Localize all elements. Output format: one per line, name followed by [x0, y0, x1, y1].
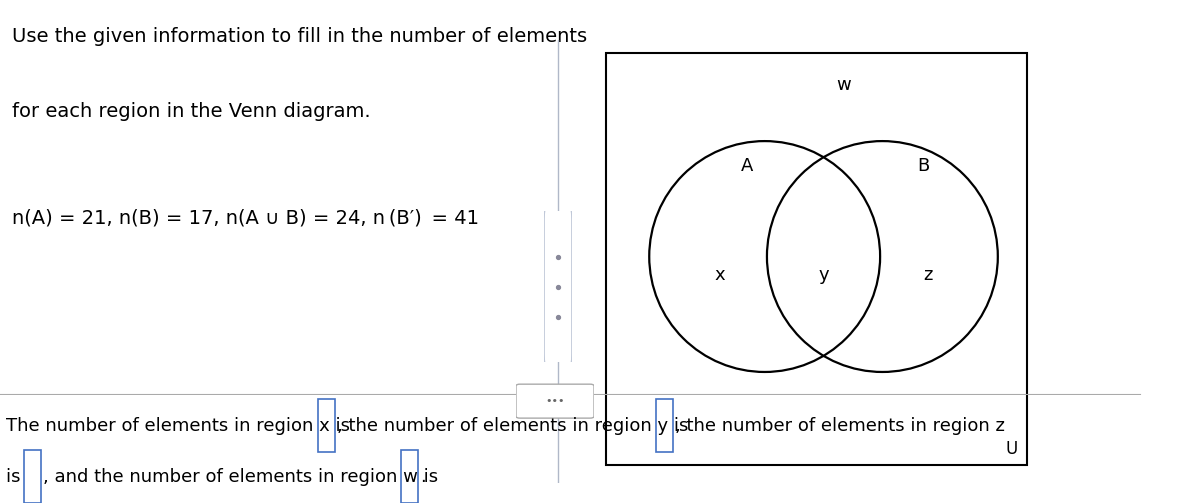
Text: is: is [6, 468, 26, 485]
Text: z: z [923, 266, 932, 284]
Text: .: . [420, 468, 426, 485]
Text: U: U [1006, 440, 1018, 458]
Text: The number of elements in region x is: The number of elements in region x is [6, 417, 355, 435]
FancyBboxPatch shape [544, 207, 572, 367]
Text: , the number of elements in region z: , the number of elements in region z [676, 417, 1006, 435]
Text: •••: ••• [545, 396, 565, 406]
Text: Use the given information to fill in the number of elements: Use the given information to fill in the… [12, 27, 587, 46]
Text: w: w [836, 75, 851, 94]
Text: y: y [818, 266, 829, 284]
Text: n(A) = 21, n(B) = 17, n(A ∪ B) = 24, n (B′) = 41: n(A) = 21, n(B) = 17, n(A ∪ B) = 24, n (… [12, 208, 479, 227]
Text: , and the number of elements in region w is: , and the number of elements in region w… [43, 468, 444, 485]
Text: B: B [917, 157, 929, 175]
Text: A: A [740, 157, 752, 175]
Text: , the number of elements in region y is: , the number of elements in region y is [337, 417, 695, 435]
Text: for each region in the Venn diagram.: for each region in the Venn diagram. [12, 103, 371, 121]
FancyBboxPatch shape [516, 384, 594, 418]
Text: x: x [714, 266, 725, 284]
